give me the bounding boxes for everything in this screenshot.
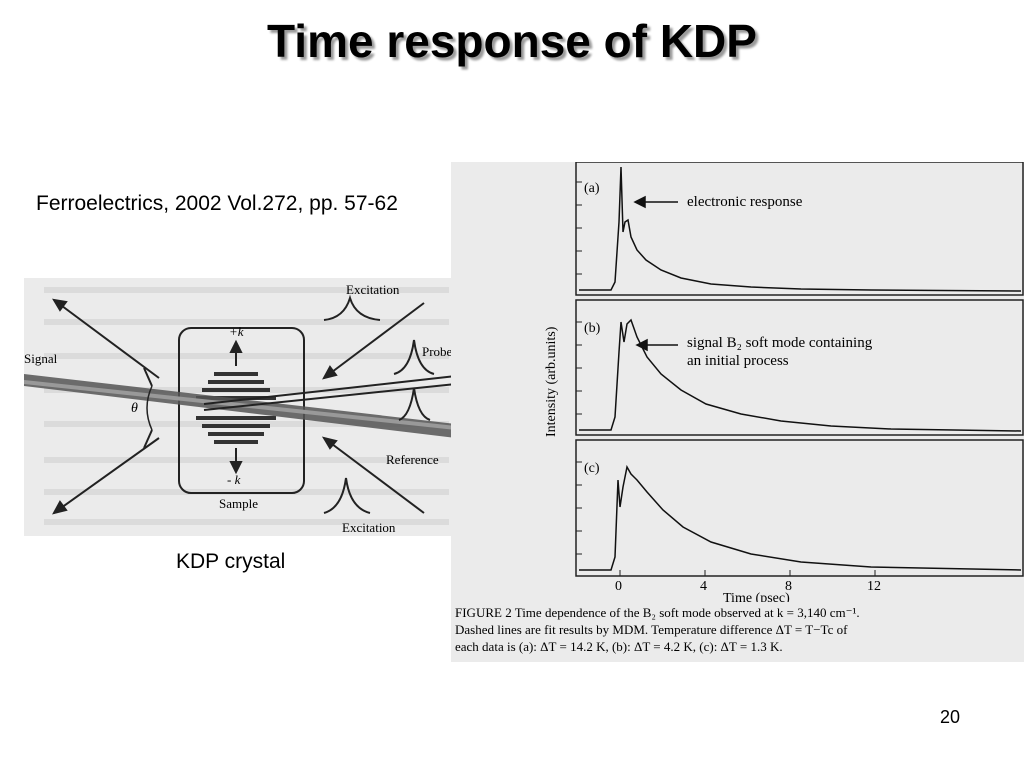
citation-text: Ferroelectrics, 2002 Vol.272, pp. 57-62	[36, 192, 398, 215]
label-sample: Sample	[219, 496, 258, 511]
figure-caption-line: Dashed lines are fit results by MDM. Tem…	[455, 622, 848, 637]
x-tick-label: 0	[615, 579, 622, 594]
label-reference: Reference	[386, 452, 439, 467]
label-signal: Signal	[24, 351, 58, 366]
panel-b-frame	[575, 299, 1024, 436]
x-axis-label: Time (psec)	[723, 591, 790, 602]
label-probe: Probe	[422, 344, 453, 359]
panel-c-label: (c)	[584, 461, 600, 476]
trace-a	[579, 166, 1022, 292]
setup-diagram-svg: Excitation Signal Probe +k - k θ Referen…	[24, 282, 457, 535]
figure-caption: FIGURE 2 Time dependence of the B₂ soft …	[455, 604, 1024, 655]
figure-caption-line: FIGURE 2 Time dependence of the B₂ soft …	[455, 605, 860, 620]
panel-a-frame	[575, 161, 1024, 296]
panel-b-annotation-line2: an initial process	[687, 353, 789, 369]
panel-b-annotation-line1: signal B₂ soft mode containing	[687, 335, 873, 351]
setup-diagram-figure: Excitation Signal Probe +k - k θ Referen…	[24, 278, 457, 536]
x-tick-label: 8	[785, 579, 792, 594]
time-response-svg: (a) (b) (c) electronic response signal B…	[544, 161, 1024, 606]
panel-b-label: (b)	[584, 321, 601, 336]
label-excitation-top: Excitation	[346, 282, 400, 297]
slide-title: Time response of KDP	[267, 15, 757, 67]
kdp-crystal-caption: KDP crystal	[176, 550, 286, 573]
label-plus-k: +k	[229, 324, 244, 339]
time-response-figure: (a) (b) (c) electronic response signal B…	[451, 161, 1024, 662]
page-number: 20	[940, 707, 961, 727]
y-axis-label: Intensity (arb.units)	[544, 326, 559, 437]
label-theta: θ	[131, 401, 138, 416]
trace-c	[579, 464, 1022, 571]
figure-caption-line: each data is (a): ΔT = 14.2 K, (b): ΔT =…	[455, 639, 783, 654]
x-tick-label: 12	[867, 579, 881, 594]
panel-a-annotation: electronic response	[687, 194, 803, 210]
panel-c-frame	[575, 439, 1024, 577]
x-tick-label: 4	[700, 579, 707, 594]
label-excitation-bottom: Excitation	[342, 520, 396, 535]
label-minus-k: - k	[227, 472, 241, 487]
panel-a-label: (a)	[584, 181, 600, 196]
